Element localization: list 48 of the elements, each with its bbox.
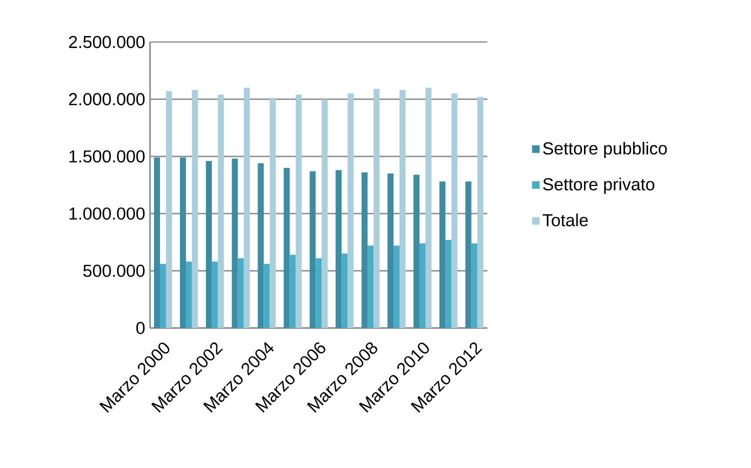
bar	[413, 174, 420, 328]
legend-label: Settore privato	[543, 178, 654, 194]
y-tick-label: 0	[136, 322, 145, 334]
bar	[270, 98, 276, 328]
bar	[471, 243, 478, 328]
bar	[212, 262, 218, 328]
bar	[160, 264, 166, 328]
bar	[218, 94, 224, 328]
bar	[310, 171, 316, 328]
bar	[348, 93, 354, 328]
bar	[290, 254, 296, 328]
bar	[264, 264, 270, 328]
bar	[284, 168, 290, 328]
bar	[322, 99, 328, 328]
bar	[451, 93, 458, 328]
bar	[388, 174, 394, 328]
bar	[419, 243, 426, 328]
bar	[154, 158, 160, 328]
bar	[206, 160, 212, 328]
y-tick-label: 500.000	[83, 264, 145, 277]
bar	[362, 172, 368, 328]
bar	[180, 158, 186, 328]
legend-label: Totale	[542, 214, 588, 226]
bar	[400, 90, 406, 328]
bar	[244, 88, 250, 328]
legend-label: Settore pubblico	[543, 142, 667, 158]
bar	[336, 170, 342, 328]
bar	[368, 246, 374, 328]
y-tick-label: 1.500.000	[70, 150, 145, 163]
bar	[258, 163, 264, 328]
bar	[394, 246, 400, 328]
bar	[186, 262, 192, 328]
bar	[465, 182, 472, 328]
bar	[374, 88, 380, 328]
bar	[238, 258, 244, 328]
bar	[477, 96, 484, 328]
bar	[192, 90, 198, 328]
y-tick-label: 2.500.000	[69, 36, 145, 48]
bar	[342, 254, 348, 328]
y-tick-label: 1.000.000	[70, 207, 145, 220]
bar	[166, 91, 172, 328]
bar	[316, 258, 322, 328]
bar	[296, 94, 302, 328]
bar	[439, 182, 446, 328]
bar	[425, 88, 432, 328]
bar	[232, 158, 238, 328]
bar	[445, 240, 452, 328]
y-tick-label: 2.000.000	[69, 93, 145, 106]
